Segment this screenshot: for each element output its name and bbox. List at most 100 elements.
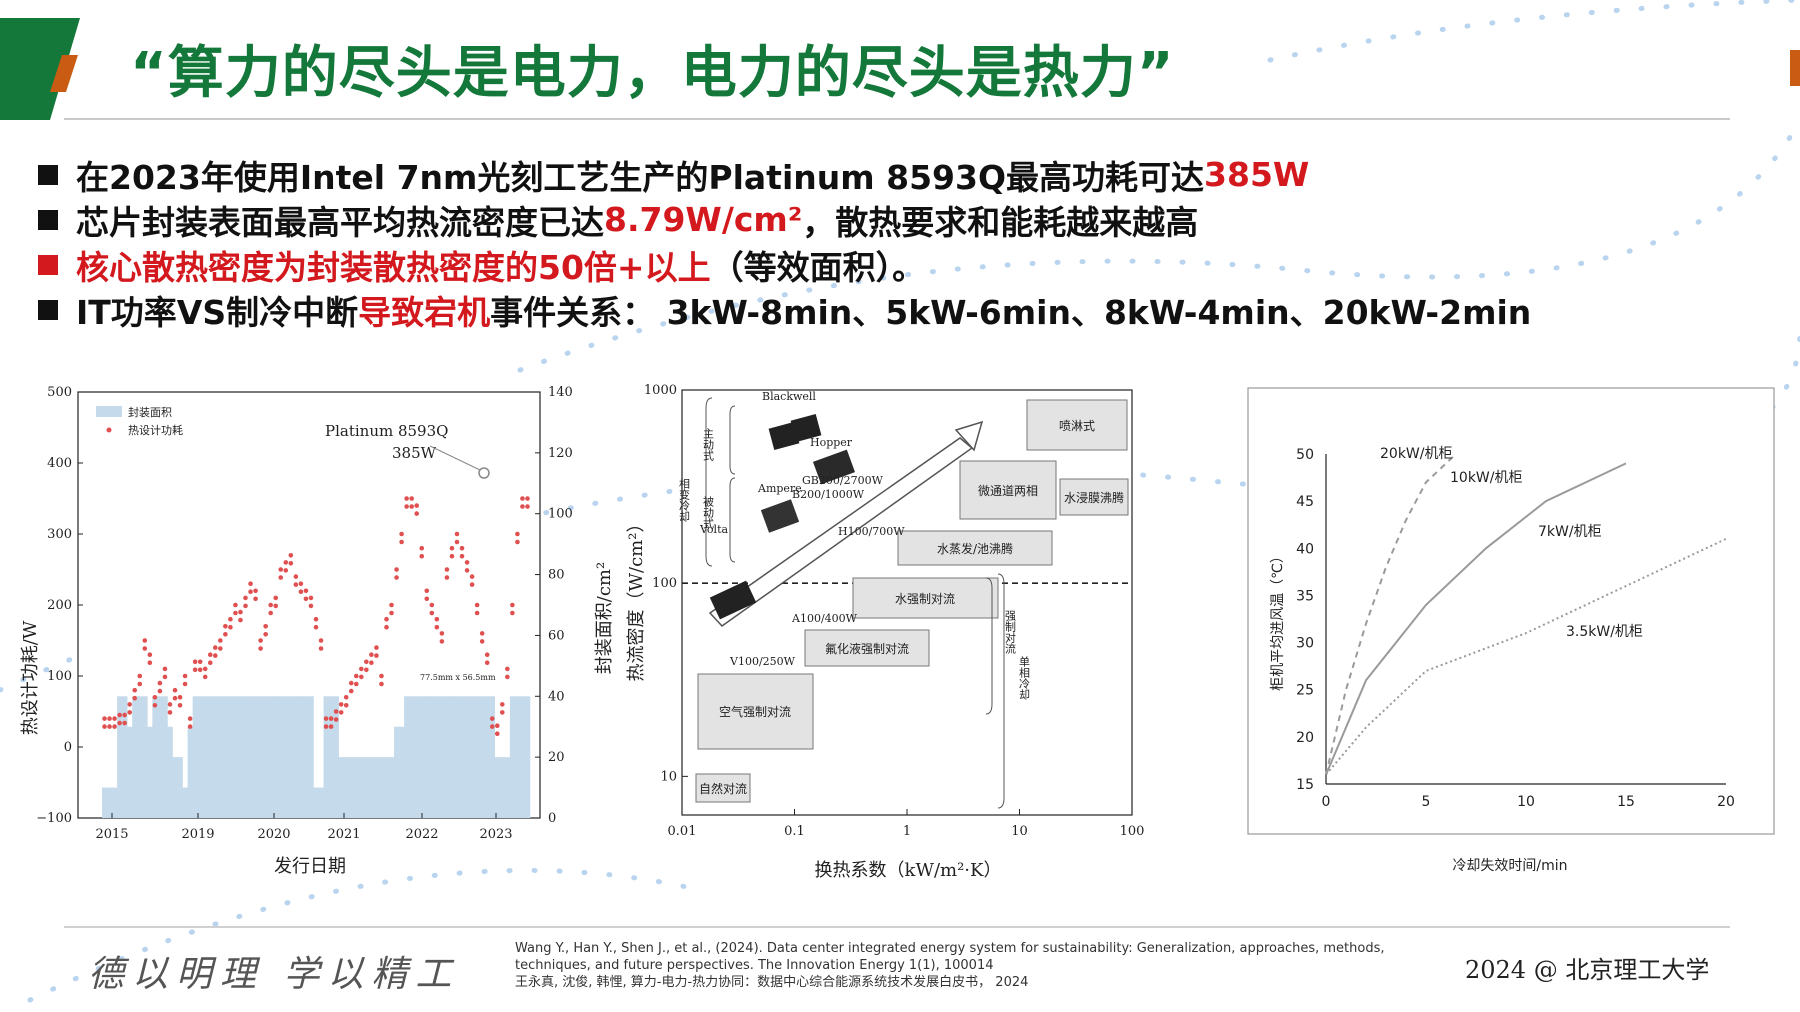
x-tick-label: 2022 bbox=[405, 827, 438, 842]
tdp-point bbox=[454, 531, 460, 537]
tdp-point bbox=[419, 545, 425, 551]
y-tick-label: 40 bbox=[1296, 541, 1314, 557]
y-tick-label: 15 bbox=[1296, 777, 1314, 793]
tdp-point bbox=[439, 639, 445, 644]
x-axis-ticks: 2015 2019 2020 2021 2022 2023 bbox=[95, 813, 513, 842]
area-bar bbox=[514, 696, 521, 818]
tdp-point bbox=[515, 539, 520, 545]
right-orange-tab bbox=[1790, 50, 1800, 86]
tdp-point bbox=[369, 660, 374, 665]
series-label-20kw: 20kW/机柜 bbox=[1380, 446, 1452, 462]
area-bar bbox=[237, 696, 244, 818]
chip-hopper-icon bbox=[812, 449, 856, 485]
side-label-passive: 被动式 bbox=[702, 496, 715, 529]
tdp-point bbox=[147, 660, 153, 665]
reference-line-2: techniques, and future perspectives. The… bbox=[515, 958, 994, 973]
chip-label-h100: H100/700W bbox=[838, 525, 905, 538]
area-bar bbox=[308, 696, 314, 818]
tdp-point bbox=[263, 632, 268, 637]
x-axis-label: 换热系数（kW/m²·K） bbox=[815, 860, 1002, 881]
tdp-point bbox=[283, 568, 289, 573]
area-bar bbox=[222, 696, 229, 818]
tdp-point bbox=[298, 589, 304, 594]
y-tick-label: 1000 bbox=[644, 383, 677, 398]
chip-hopper-name: Hopper bbox=[810, 436, 853, 449]
tdp-point bbox=[283, 560, 289, 565]
tdp-point bbox=[469, 574, 475, 579]
tdp-point bbox=[233, 602, 238, 608]
bullet-text: 芯片封装表面最高平均热流密度已达 bbox=[76, 202, 604, 242]
x-tick-label: 0 bbox=[1322, 794, 1331, 810]
tdp-point bbox=[223, 624, 228, 629]
tdp-point bbox=[459, 553, 465, 559]
tdp-point bbox=[303, 596, 309, 602]
area-bar bbox=[288, 696, 294, 818]
tdp-point bbox=[268, 610, 273, 616]
bullet-text: IT功率VS制冷中断 bbox=[76, 292, 359, 332]
tdp-point bbox=[258, 638, 263, 643]
area-bar bbox=[358, 757, 365, 818]
right-axis-ticks: 140 120 100 80 60 40 20 0 bbox=[535, 385, 573, 826]
tdp-point bbox=[293, 574, 299, 579]
x-axis-label: 发行日期 bbox=[274, 856, 346, 877]
tdp-point bbox=[414, 511, 420, 516]
y-tick-label: 30 bbox=[1296, 636, 1314, 652]
tdp-point bbox=[489, 716, 495, 721]
tdp-point bbox=[288, 553, 294, 558]
tdp-point bbox=[268, 602, 273, 608]
tdp-point bbox=[157, 688, 163, 694]
tdp-point bbox=[379, 681, 384, 687]
area-bar bbox=[263, 696, 269, 818]
area-bar bbox=[192, 696, 198, 818]
chip-blackwell-name: Blackwell bbox=[762, 390, 816, 403]
tdp-point bbox=[112, 716, 117, 721]
tdp-point bbox=[313, 616, 319, 622]
bullet-marker bbox=[38, 299, 58, 320]
tdp-point bbox=[404, 496, 409, 501]
area-bar bbox=[353, 757, 360, 818]
tdp-point bbox=[207, 660, 213, 665]
tdp-point bbox=[500, 702, 505, 707]
area-bar bbox=[278, 696, 284, 818]
chart-heat-flux: 0.01 0.1 1 10 100 1000 100 10 喷淋式 微通道两相 水浸膜沸腾 … bbox=[626, 383, 1145, 881]
area-bar bbox=[157, 696, 163, 818]
box-air-forced-label: 空气强制对流 bbox=[719, 704, 791, 719]
tdp-point bbox=[359, 666, 364, 672]
bullet-2: 芯片封装表面最高平均热流密度已达 8.79W/cm² ，散热要求和能耗越来越高 bbox=[38, 197, 1778, 242]
side-label-active: 主动式 bbox=[702, 428, 715, 461]
bullet-text: 在2023年使用Intel 7nm光刻工艺生产的Platinum 8593Q最高… bbox=[76, 157, 1205, 197]
area-bar bbox=[318, 787, 324, 818]
left-tick-label: −100 bbox=[36, 811, 72, 826]
tdp-point bbox=[333, 709, 339, 714]
bullet-marker bbox=[38, 164, 58, 185]
tdp-point bbox=[379, 673, 384, 679]
area-bar bbox=[283, 696, 289, 818]
area-bar bbox=[373, 757, 380, 818]
tdp-point bbox=[122, 720, 127, 726]
tdp-point bbox=[500, 710, 505, 715]
x-tick-label: 100 bbox=[1120, 824, 1145, 839]
area-bar bbox=[343, 757, 350, 818]
left-axis-ticks: 500 400 300 200 100 0 −100 bbox=[36, 385, 83, 826]
series-label-3-5kw: 3.5kW/机柜 bbox=[1566, 624, 1643, 640]
tdp-point bbox=[369, 652, 374, 657]
chip-label-gb200: GB200/2700W bbox=[802, 474, 884, 487]
tdp-point bbox=[348, 680, 354, 686]
area-bar bbox=[469, 696, 475, 818]
box-pool-boiling-label: 水蒸发/池沸腾 bbox=[937, 541, 1013, 556]
tdp-point bbox=[223, 632, 228, 637]
tdp-point bbox=[107, 716, 112, 721]
tdp-point bbox=[384, 616, 389, 622]
tdp-point bbox=[318, 646, 324, 651]
area-bars bbox=[102, 696, 531, 818]
tdp-point bbox=[459, 545, 465, 551]
box-natural bbox=[695, 773, 751, 803]
y-tick-label: 45 bbox=[1296, 494, 1314, 510]
x-tick-label: 20 bbox=[1717, 794, 1735, 810]
box-spray-label: 喷淋式 bbox=[1059, 419, 1095, 433]
tdp-point bbox=[228, 616, 233, 622]
tdp-point bbox=[182, 673, 188, 679]
right-tick-label: 0 bbox=[548, 811, 556, 826]
tdp-point bbox=[449, 553, 455, 559]
y-axis-label: 柜机平均进风温（℃） bbox=[1270, 549, 1286, 691]
